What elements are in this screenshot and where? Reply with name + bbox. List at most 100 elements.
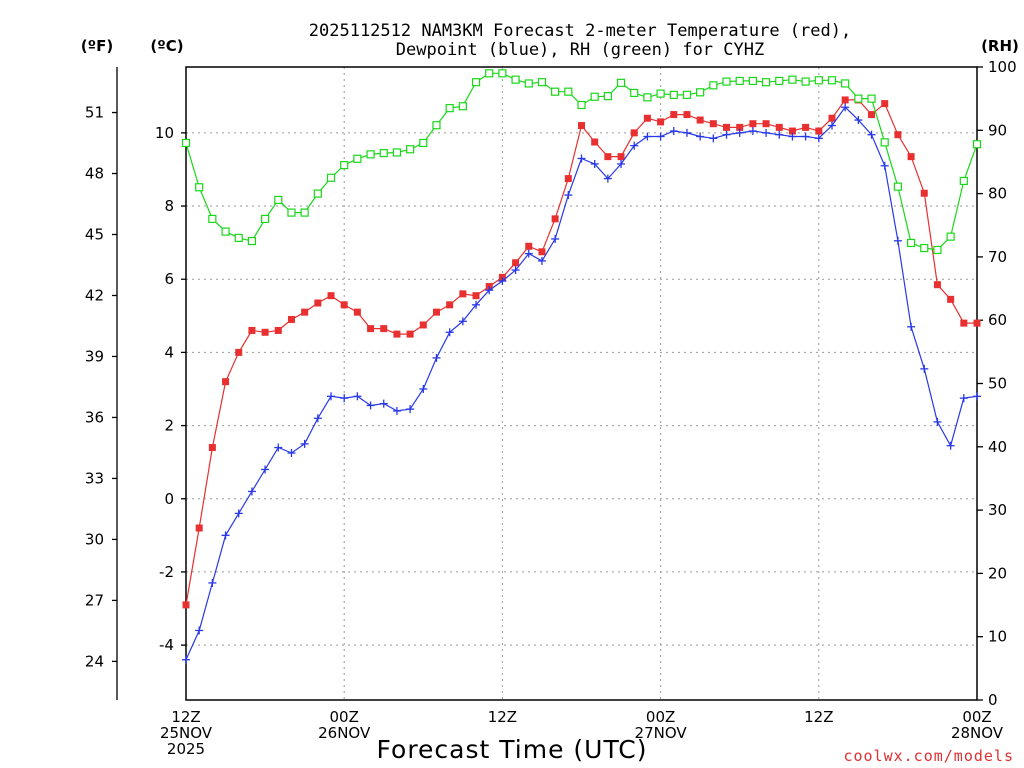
temperature-point	[683, 111, 691, 119]
temperature-point	[393, 330, 401, 338]
dewpoint-point	[841, 103, 850, 112]
temperature-point	[907, 153, 915, 161]
dewpoint-line	[185, 106, 978, 661]
temperature-point	[709, 120, 717, 128]
dewpoint-point	[537, 256, 546, 265]
temperature-point	[696, 116, 704, 124]
dewpoint-point	[234, 509, 243, 518]
dewpoint-point	[814, 134, 823, 143]
celsius-tick-label: 2	[164, 417, 174, 435]
temperature-point	[340, 301, 348, 309]
rh-point	[326, 173, 336, 182]
series-rh	[181, 69, 982, 255]
dewpoint-point	[603, 174, 612, 183]
dewpoint-point	[748, 127, 757, 136]
temperature-point	[591, 138, 599, 146]
rh-tick-label: 40	[988, 438, 1007, 456]
dewpoint-point	[419, 384, 428, 393]
temperature-point	[670, 111, 678, 119]
rh-point	[419, 138, 428, 148]
rh-point	[630, 88, 639, 98]
dewpoint-point	[617, 159, 626, 168]
celsius-tick-label: 0	[164, 490, 174, 508]
rh-point	[406, 145, 415, 154]
dewpoint-point	[445, 328, 454, 337]
dewpoint-point	[643, 132, 652, 141]
rh-point	[353, 154, 362, 163]
temperature-point	[578, 122, 585, 130]
rh-point	[379, 148, 388, 158]
dewpoint-point	[327, 392, 336, 401]
series-dewpoint	[182, 103, 981, 664]
temperature-point	[222, 378, 230, 386]
fahrenheit-tick-label: 30	[85, 530, 104, 548]
dewpoint-point	[933, 417, 942, 426]
dewpoint-point	[261, 465, 270, 474]
rh-point	[366, 150, 375, 159]
rh-point	[458, 102, 467, 111]
temperature-point	[314, 299, 322, 307]
rh-point	[735, 76, 744, 86]
temperature-point	[327, 292, 335, 300]
dewpoint-point	[577, 154, 586, 163]
dewpoint-point	[788, 132, 797, 141]
dewpoint-point	[458, 317, 467, 326]
dewpoint-point	[287, 449, 296, 458]
temperature-point	[973, 319, 981, 327]
dewpoint-point	[340, 394, 349, 403]
celsius-tick-label: -2	[159, 563, 174, 581]
dewpoint-point	[564, 191, 573, 200]
rh-point	[590, 92, 599, 101]
dewpoint-point	[682, 128, 691, 137]
rh-point	[300, 208, 309, 217]
rh-tick-label: 80	[988, 185, 1007, 203]
celsius-tick-label: -4	[159, 636, 174, 654]
temperature-point	[960, 319, 968, 327]
temperature-point	[459, 290, 467, 298]
dewpoint-point	[669, 127, 678, 136]
rh-point	[920, 243, 929, 253]
dewpoint-point	[775, 130, 784, 139]
dewpoint-point	[432, 353, 441, 362]
temperature-point	[749, 120, 757, 128]
temperature-point	[630, 129, 638, 137]
rh-point	[551, 87, 560, 96]
dewpoint-point	[392, 406, 401, 415]
dewpoint-point	[867, 130, 876, 139]
temperature-point	[472, 292, 480, 300]
dewpoint-point	[247, 487, 256, 496]
rh-point	[775, 76, 784, 86]
dewpoint-point	[182, 655, 190, 664]
rh-point	[761, 78, 771, 87]
x-tick-label: 2025	[167, 740, 205, 758]
celsius-tick-label: 8	[164, 197, 174, 215]
chart-title-line2: Dewpoint (blue), RH (green) for CYHZ	[396, 40, 764, 60]
dewpoint-point	[300, 439, 309, 448]
temperature-point	[736, 123, 744, 131]
rh-point	[933, 245, 942, 255]
dewpoint-point	[590, 159, 599, 168]
rh-point	[432, 121, 441, 130]
rh-point	[313, 189, 322, 198]
dewpoint-point	[366, 401, 375, 410]
data-series	[181, 69, 982, 664]
rh-point	[722, 77, 731, 86]
rh-point	[696, 88, 705, 97]
rh-tick-label: 70	[988, 248, 1007, 266]
dewpoint-point	[195, 626, 204, 635]
fahrenheit-tick-label: 45	[85, 225, 104, 243]
dewpoint-point	[630, 141, 639, 150]
temperature-point	[933, 281, 941, 289]
temperature-point	[920, 189, 928, 197]
dewpoint-point	[485, 286, 494, 295]
rh-point	[643, 93, 652, 102]
fahrenheit-tick-label: 51	[85, 104, 104, 122]
temperature-point	[551, 215, 559, 223]
rh-unit-label: (RH)	[981, 37, 1019, 55]
rh-point	[287, 208, 296, 217]
rh-point	[577, 100, 586, 110]
temperature-point	[235, 348, 243, 356]
rh-point	[709, 81, 718, 90]
temperature-point	[195, 524, 203, 532]
